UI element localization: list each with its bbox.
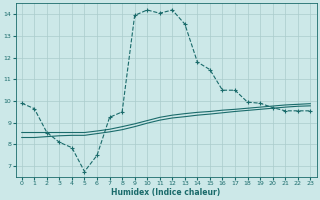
X-axis label: Humidex (Indice chaleur): Humidex (Indice chaleur) [111, 188, 221, 197]
